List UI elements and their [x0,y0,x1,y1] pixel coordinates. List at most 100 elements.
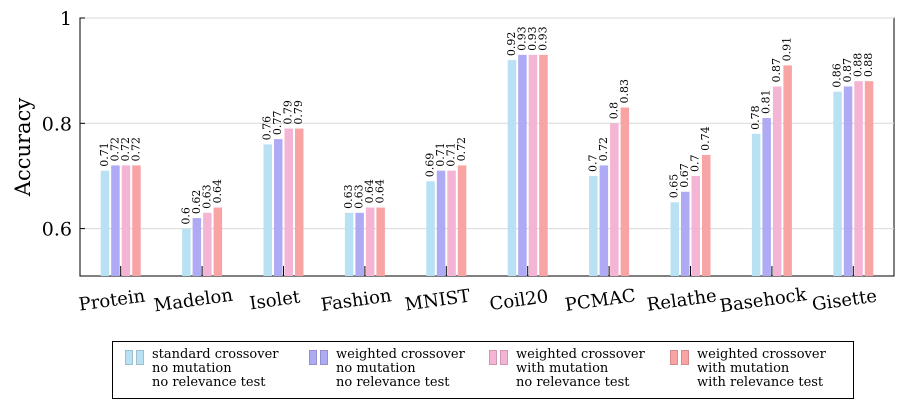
bar [518,54,527,276]
legend-swatch [309,348,331,365]
bar [507,60,517,276]
bar [447,170,456,276]
bar [100,170,110,276]
bar [772,86,782,277]
bar [203,212,212,276]
data-label: 0.64 [211,179,224,204]
bar [111,165,120,276]
data-label: 0.88 [862,53,875,78]
bar [762,118,771,276]
data-label: 0.72 [455,137,468,162]
bar [843,86,853,277]
data-label: 0.72 [597,137,610,162]
bar [854,81,863,276]
bar [284,128,293,276]
bar [670,202,679,276]
bar [599,165,609,276]
data-label: 0.93 [526,26,539,51]
data-label: 0.7 [586,154,599,172]
data-label: 0.76 [261,116,274,141]
x-tick-label: MNIST [404,286,472,316]
data-label: 0.79 [292,100,305,125]
legend-label: standard crossover no mutation no releva… [152,347,279,390]
data-label: 0.81 [760,90,773,115]
y-tick-label: 0.6 [42,219,72,241]
legend-item-weighted-no-mutation: weighted crossover no mutation no releva… [309,348,465,390]
legend-label: weighted crossover with mutation no rele… [516,347,645,390]
bar [610,123,619,276]
legend-item-standard-crossover: standard crossover no mutation no releva… [125,348,279,390]
legend-swatch [489,348,511,365]
bar [864,81,874,276]
bar [376,207,385,276]
bar [751,133,761,276]
x-tick-label: Gisette [811,286,878,316]
bar [344,212,354,276]
x-tick-label: PCMAC [564,285,637,316]
chart-legend: standard crossover no mutation no releva… [112,341,854,399]
data-label: 0.78 [749,105,762,130]
data-label: 0.93 [515,26,528,51]
data-label: 0.64 [363,179,376,204]
bar [132,165,141,276]
data-label: 0.64 [374,179,387,204]
data-label: 0.69 [424,153,437,178]
legend-item-weighted-with-mutation: weighted crossover with mutation no rele… [489,348,645,390]
data-label: 0.79 [282,100,295,125]
bar [528,54,538,276]
bar [436,170,446,276]
bar [355,212,364,276]
legend-item-weighted-with-relevance: weighted crossover with mutation with re… [670,348,826,390]
data-label: 0.72 [129,137,142,162]
bar [426,181,435,276]
data-label: 0.8 [607,102,620,120]
legend-label: weighted crossover with mutation with re… [697,347,826,390]
bar [192,218,202,276]
y-axis-title: Accuracy [11,98,35,198]
bar [691,175,700,276]
x-tick-label: Madelon [152,285,234,317]
data-label: 0.72 [119,137,132,162]
data-label: 0.65 [668,174,681,199]
bar [833,91,842,276]
data-label: 0.62 [190,190,203,215]
bar [620,107,630,277]
data-label: 0.71 [98,142,111,167]
data-label: 0.71 [445,142,458,167]
x-tick-label: Basehock [718,284,808,317]
data-label: 0.74 [699,126,712,151]
plot-frame [79,17,895,277]
x-tick-label: Fashion [320,285,394,316]
x-tick-label: Isolet [248,287,302,315]
data-label: 0.6 [179,207,192,225]
data-label: 0.88 [852,53,865,78]
data-label: 0.83 [618,79,631,104]
data-label: 0.86 [831,63,844,88]
bar [121,165,131,276]
x-tick-label: Protein [77,285,146,315]
data-label: 0.92 [505,32,518,57]
data-label: 0.72 [108,137,121,162]
data-label: 0.71 [434,142,447,167]
legend-swatch [670,348,692,365]
data-label: 0.63 [342,184,355,209]
bar [539,54,548,276]
x-tick-label: Relathe [646,285,718,316]
data-label: 0.63 [200,184,213,209]
data-label: 0.77 [271,111,284,136]
bar [783,65,792,276]
bar [457,165,467,276]
y-tick-label: 1 [60,8,72,30]
data-label: 0.93 [536,26,549,51]
x-tick-label: Coil20 [488,286,549,315]
legend-swatch [125,348,147,365]
data-label: 0.67 [678,163,691,188]
bar [182,228,191,276]
bar [589,175,598,276]
data-label: 0.87 [770,58,783,83]
data-label: 0.91 [781,37,794,62]
bar [295,128,304,276]
data-label: 0.7 [689,154,702,172]
